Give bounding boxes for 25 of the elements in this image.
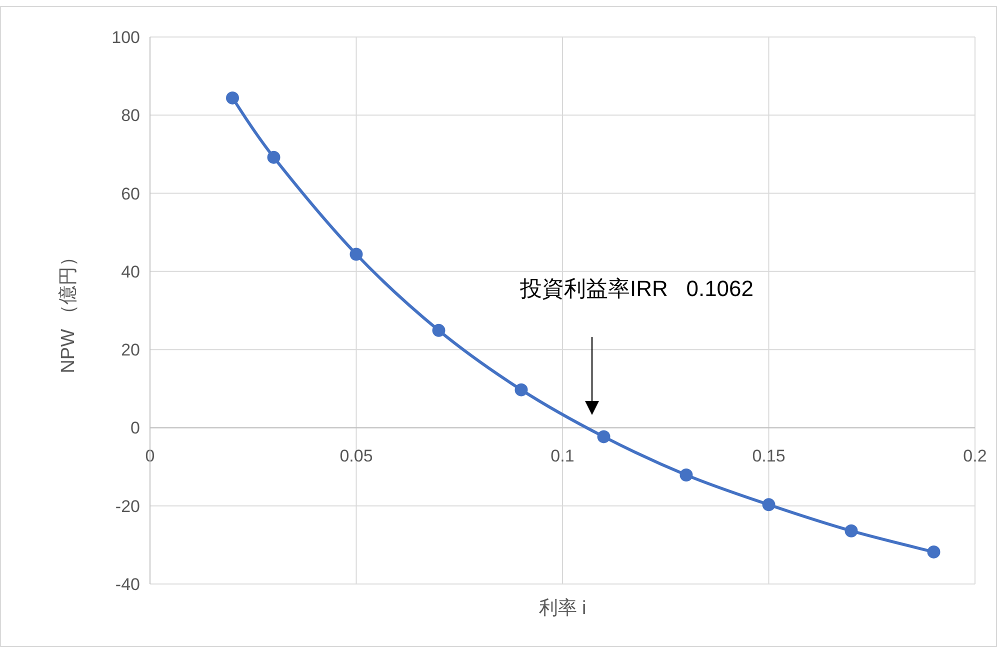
x-tick-label: 0.2 [963,446,987,466]
y-tick-label: 80 [121,106,140,126]
x-tick-label: 0.05 [340,446,373,466]
point [432,324,446,337]
point [762,498,776,512]
y-tick-label: -20 [115,496,140,516]
point [267,150,280,164]
y-tick-label: 20 [121,340,140,360]
y-tick-label: 100 [112,28,140,47]
y-tick-label: 60 [121,184,140,204]
point [226,91,239,104]
point [927,545,940,558]
point [597,430,610,444]
x-axis-title: 利率 i [538,597,586,619]
x-tick-label: 0.1 [550,446,574,466]
y-tick-label: 40 [121,262,140,282]
y-tick-label: 0 [130,418,140,438]
point [514,383,528,396]
x-tick-label: 0.15 [752,446,786,466]
point [350,248,363,261]
y-tick-label: -40 [115,575,140,594]
annotation: 投資利益率IRR 0.1062 [519,276,754,301]
y-axis-title: NPW （億円） [58,248,79,374]
point [680,468,693,482]
point [844,524,858,538]
